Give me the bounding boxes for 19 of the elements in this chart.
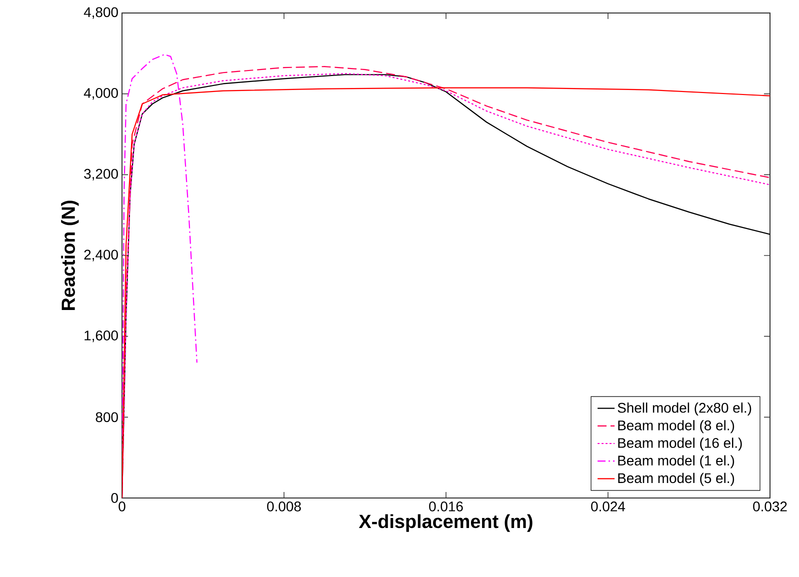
- y-tick-label: 4,000: [84, 88, 118, 100]
- x-tick-label: 0.024: [591, 502, 626, 512]
- legend-label: Beam model (16 el.): [618, 438, 742, 451]
- x-tick-label: 0: [118, 502, 126, 512]
- y-tick-label: 4,800: [84, 7, 118, 19]
- y-tick-label: 1,600: [84, 330, 118, 342]
- legend-label: Beam model (8 el.): [618, 420, 734, 434]
- y-tick-label: 2,400: [84, 250, 118, 262]
- x-tick-label: 0.016: [429, 502, 463, 512]
- legend-label: Shell model (2x80 el.): [618, 402, 752, 416]
- y-axis-title: Reaction (N): [61, 200, 79, 310]
- x-tick-label: 0.008: [267, 502, 301, 512]
- legend-label: Beam model (1 el.): [618, 455, 734, 468]
- x-axis-title: X-displacement (m): [358, 514, 532, 532]
- y-tick-label: 800: [96, 412, 118, 422]
- y-tick-label: 0: [111, 493, 118, 503]
- y-tick-label: 3,200: [84, 168, 118, 180]
- legend-label: Beam model (5 el.): [618, 472, 734, 486]
- x-tick-label: 0.032: [753, 502, 787, 512]
